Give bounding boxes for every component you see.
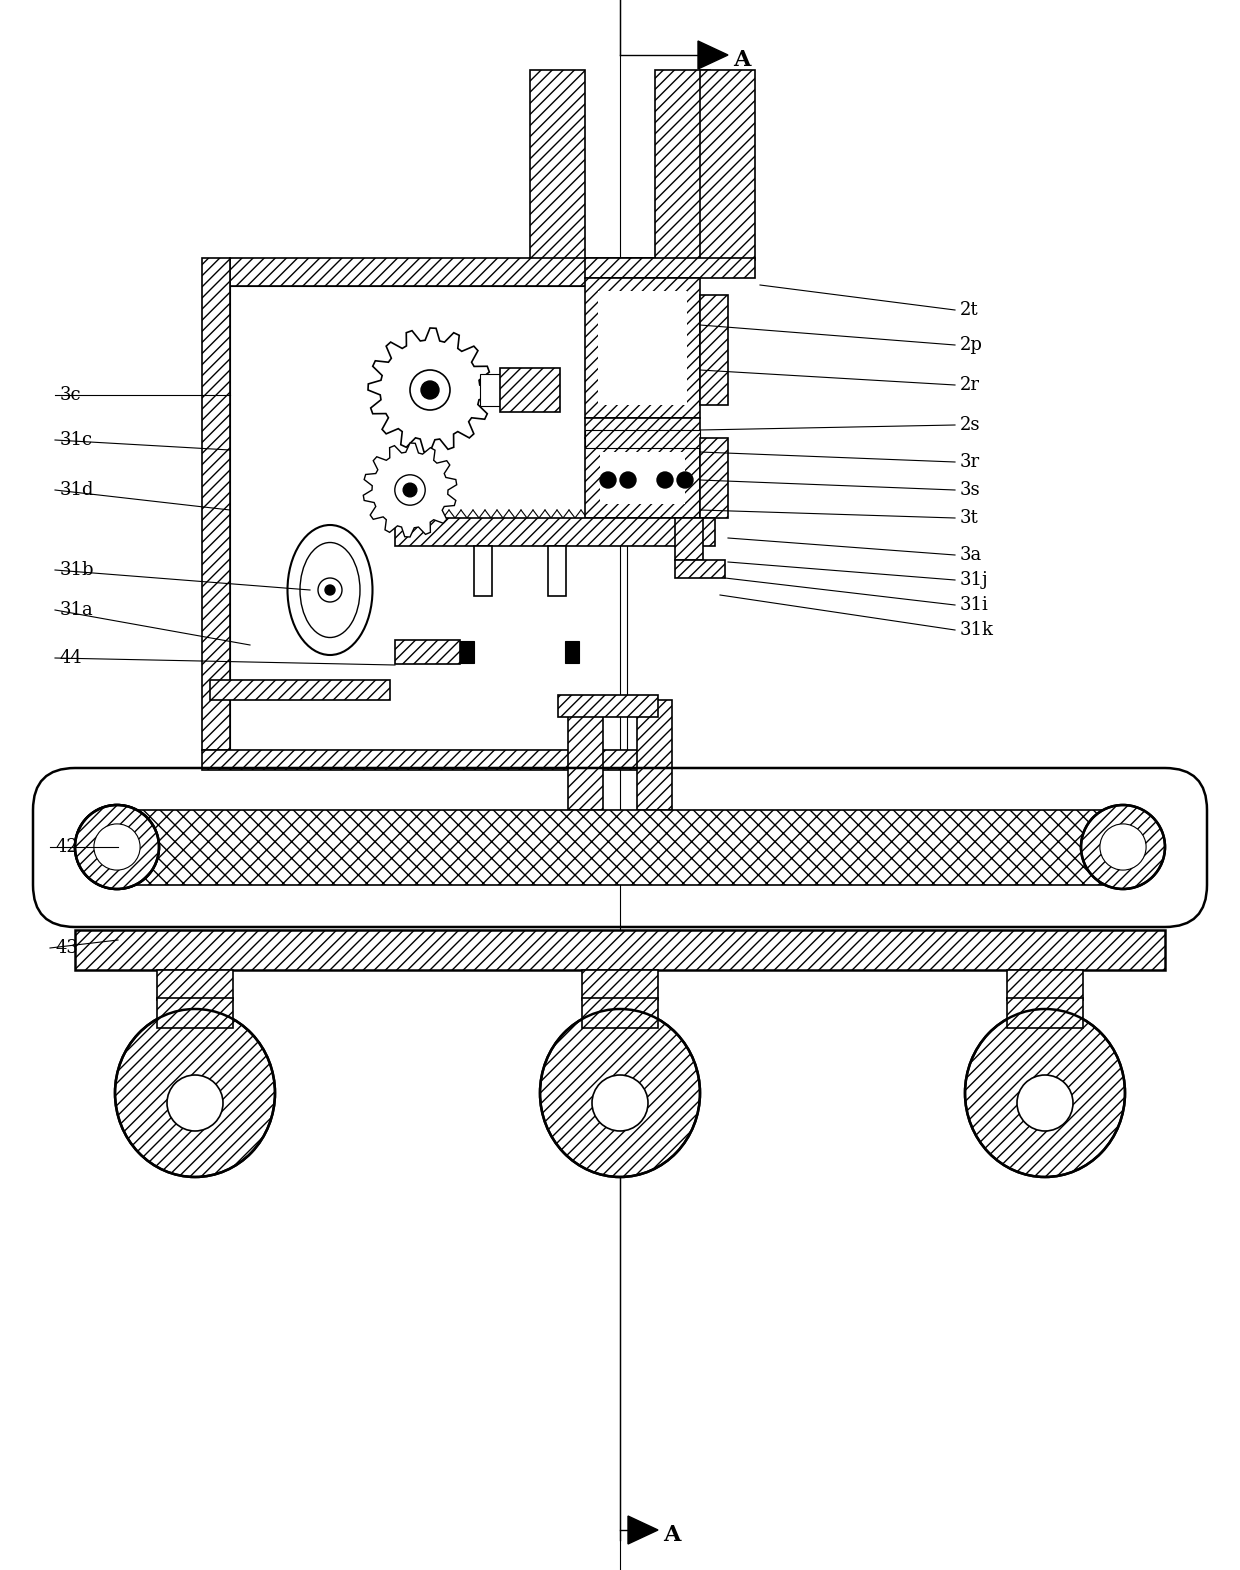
Bar <box>474 546 492 597</box>
Circle shape <box>74 805 159 889</box>
Text: 3a: 3a <box>960 546 982 564</box>
Bar <box>701 295 728 405</box>
Bar <box>202 750 655 769</box>
Bar <box>600 452 684 504</box>
Bar <box>675 560 725 578</box>
Polygon shape <box>363 443 456 537</box>
Circle shape <box>422 382 439 399</box>
Bar <box>157 999 233 1028</box>
Circle shape <box>403 484 417 496</box>
Bar <box>585 278 701 418</box>
Text: 44: 44 <box>60 648 83 667</box>
Bar <box>1017 1000 1037 1017</box>
Bar <box>74 929 1166 970</box>
Bar <box>229 257 655 286</box>
Bar <box>558 696 658 717</box>
Text: 42: 42 <box>55 838 78 856</box>
Circle shape <box>394 474 425 506</box>
Circle shape <box>677 473 693 488</box>
Text: A: A <box>733 49 750 71</box>
Text: 2r: 2r <box>960 375 980 394</box>
Bar <box>627 257 655 438</box>
Text: A: A <box>663 1524 681 1546</box>
Ellipse shape <box>115 1010 275 1178</box>
Text: 43: 43 <box>55 939 78 958</box>
Bar <box>598 290 687 405</box>
Bar <box>585 418 701 438</box>
Bar <box>396 518 715 546</box>
Bar <box>548 546 565 597</box>
Circle shape <box>94 824 140 870</box>
Text: 2s: 2s <box>960 416 981 433</box>
Text: 31j: 31j <box>960 571 988 589</box>
Text: 3t: 3t <box>960 509 978 528</box>
Ellipse shape <box>300 543 360 637</box>
Polygon shape <box>627 1517 658 1543</box>
Bar <box>203 1000 223 1017</box>
Circle shape <box>620 473 636 488</box>
Circle shape <box>1100 824 1146 870</box>
Bar <box>210 680 391 700</box>
Text: 3s: 3s <box>960 480 981 499</box>
Circle shape <box>167 1075 223 1130</box>
Circle shape <box>1017 1075 1073 1130</box>
Bar <box>117 810 1123 885</box>
Text: 31c: 31c <box>60 432 93 449</box>
Circle shape <box>317 578 342 601</box>
Polygon shape <box>368 328 492 452</box>
Circle shape <box>591 1075 649 1130</box>
Circle shape <box>74 805 159 889</box>
Bar <box>396 641 460 664</box>
Text: 31b: 31b <box>60 560 94 579</box>
Bar <box>585 257 755 278</box>
Bar <box>202 257 229 750</box>
Ellipse shape <box>539 1010 701 1178</box>
Text: 31a: 31a <box>60 601 94 619</box>
Bar <box>582 999 658 1028</box>
Bar <box>701 438 728 518</box>
Ellipse shape <box>288 524 372 655</box>
Circle shape <box>1081 805 1166 889</box>
Bar <box>591 1000 613 1017</box>
Bar <box>167 1000 187 1017</box>
Polygon shape <box>698 41 728 69</box>
Circle shape <box>410 371 450 410</box>
Circle shape <box>657 473 673 488</box>
Text: 3r: 3r <box>960 454 980 471</box>
Text: 3c: 3c <box>60 386 82 403</box>
Circle shape <box>600 473 616 488</box>
Bar <box>157 970 233 1000</box>
Bar <box>229 286 627 750</box>
Ellipse shape <box>965 1010 1125 1178</box>
Bar <box>637 700 672 810</box>
Bar <box>529 71 585 261</box>
Bar <box>627 1000 649 1017</box>
Bar <box>568 700 603 810</box>
Bar <box>1053 1000 1073 1017</box>
Circle shape <box>325 586 335 595</box>
Bar <box>500 367 560 411</box>
Text: 31i: 31i <box>960 597 988 614</box>
Text: 2p: 2p <box>960 336 983 353</box>
Bar <box>675 518 703 560</box>
Bar <box>582 970 658 1000</box>
Bar <box>460 641 474 663</box>
Bar <box>655 71 711 261</box>
Text: 31k: 31k <box>960 622 994 639</box>
Bar <box>480 374 500 407</box>
Bar <box>585 430 701 447</box>
Text: 31d: 31d <box>60 480 94 499</box>
Bar <box>1007 999 1083 1028</box>
Bar <box>1007 970 1083 1000</box>
Bar <box>565 641 579 663</box>
Text: 2t: 2t <box>960 301 978 319</box>
Bar <box>585 438 701 518</box>
Bar <box>701 71 755 261</box>
